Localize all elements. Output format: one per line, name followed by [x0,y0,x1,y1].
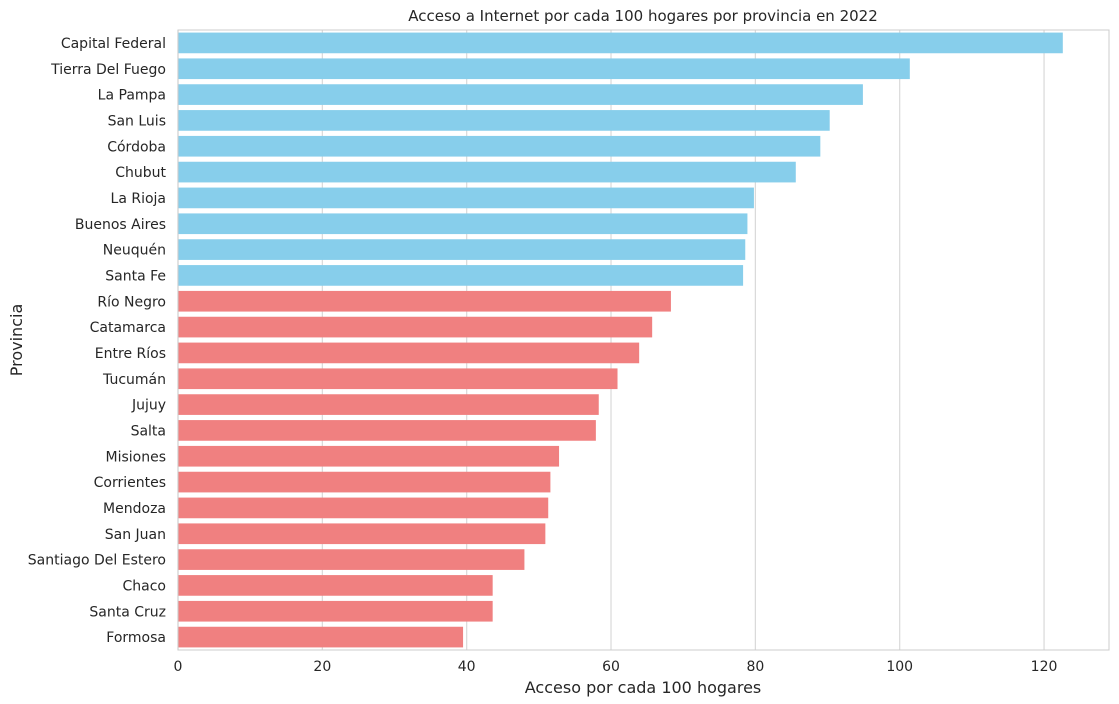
y-tick-label: Tucumán [102,372,166,388]
y-tick-label: San Luis [108,113,166,129]
bar-0 [178,32,1063,54]
bar-10 [178,290,671,312]
x-tick-label: 40 [458,659,476,675]
plot-frame [177,29,1110,651]
bar-22 [178,600,493,622]
bar-18 [178,497,549,519]
y-tick-label: Salta [131,423,166,439]
bar-15 [178,420,596,441]
y-tick-label: Entre Ríos [95,346,166,362]
y-tick-label: Catamarca [90,320,166,336]
bar-1 [178,58,910,80]
x-tick-labels: 0 20 40 60 80 100 120 [174,659,1058,675]
y-tick-label: Misiones [106,449,167,465]
y-tick-label: Santiago Del Estero [28,553,166,569]
x-axis-title: Acceso por cada 100 hogares [525,678,762,697]
bar-14 [178,394,599,415]
bars [178,32,1063,648]
x-tick-label: 120 [1031,659,1058,675]
y-tick-label: Santa Fe [105,268,166,284]
y-tick-label: Chubut [115,165,166,181]
bar-17 [178,471,551,493]
bar-5 [178,161,796,183]
x-tick-label: 20 [313,659,331,675]
bar-16 [178,445,560,467]
y-tick-labels: Capital Federal Tierra Del Fuego La Pampa S… [28,36,167,646]
bar-21 [178,575,493,596]
y-tick-label: Buenos Aires [75,217,166,233]
y-tick-label: Neuquén [103,243,166,259]
y-tick-label: Corrientes [94,475,166,491]
y-tick-label: Mendoza [103,501,166,517]
bar-6 [178,187,754,209]
x-tick-label: 60 [602,659,620,675]
bar-11 [178,316,653,338]
y-tick-label: Chaco [123,578,167,594]
x-tick-label: 80 [746,659,764,675]
bar-4 [178,135,821,157]
bar-9 [178,265,744,286]
y-tick-label: La Pampa [98,88,166,104]
bar-23 [178,626,464,648]
y-tick-label: Capital Federal [61,36,166,52]
x-tick-label: 0 [174,659,183,675]
plot-area [178,30,1109,650]
y-tick-label: Córdoba [107,139,166,155]
y-tick-label: La Rioja [111,191,166,207]
x-tick-label: 100 [886,659,913,675]
bar-20 [178,549,525,570]
y-tick-label: Jujuy [131,398,166,414]
y-tick-label: San Juan [105,527,166,543]
y-tick-label: Santa Cruz [89,604,166,620]
bar-13 [178,368,618,390]
chart-title: Acceso a Internet por cada 100 hogares p… [408,7,878,25]
bar-7 [178,213,748,235]
y-tick-label: Río Negro [97,294,166,310]
y-axis-title: Provincia [7,304,26,376]
bar-8 [178,239,746,260]
y-tick-label: Formosa [106,630,166,646]
bar-3 [178,110,830,131]
y-tick-label: Tierra Del Fuego [50,62,166,78]
bar-2 [178,84,863,105]
bar-12 [178,342,640,364]
bar-19 [178,523,546,545]
